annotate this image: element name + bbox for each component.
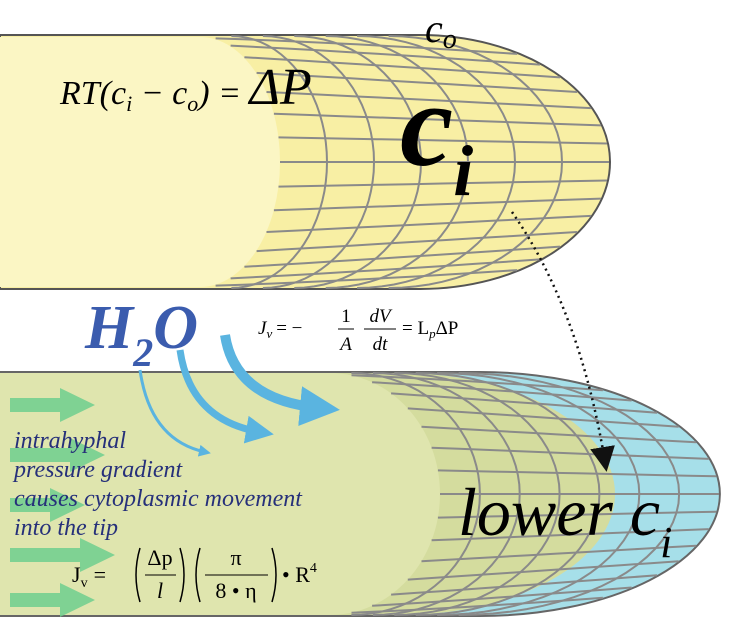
- gradient-line: into the tip: [14, 515, 118, 541]
- numerator: π: [230, 545, 241, 570]
- gradient-line: pressure gradient: [12, 457, 184, 483]
- denominator: dt: [373, 334, 389, 355]
- outside-concentration: co: [425, 6, 457, 55]
- gradient-line: causes cytoplasmic movement: [14, 486, 303, 512]
- gradient-line: intrahyphal: [14, 428, 126, 454]
- denominator: 8 • η: [215, 578, 256, 603]
- denominator: A: [338, 334, 352, 355]
- denominator: l: [157, 578, 163, 603]
- flux-equation: Jv= − 1 A dV dt = LpΔP: [258, 306, 458, 355]
- numerator: Δp: [147, 545, 172, 570]
- numerator: dV: [369, 306, 393, 327]
- flux-rhs: = LpΔP: [402, 318, 458, 341]
- numerator: 1: [341, 306, 351, 327]
- diagram: co RT(ci − co) = ΔP ci H2O Jv= − 1 A dV …: [0, 0, 729, 627]
- flux-j: Jv= −: [258, 318, 302, 341]
